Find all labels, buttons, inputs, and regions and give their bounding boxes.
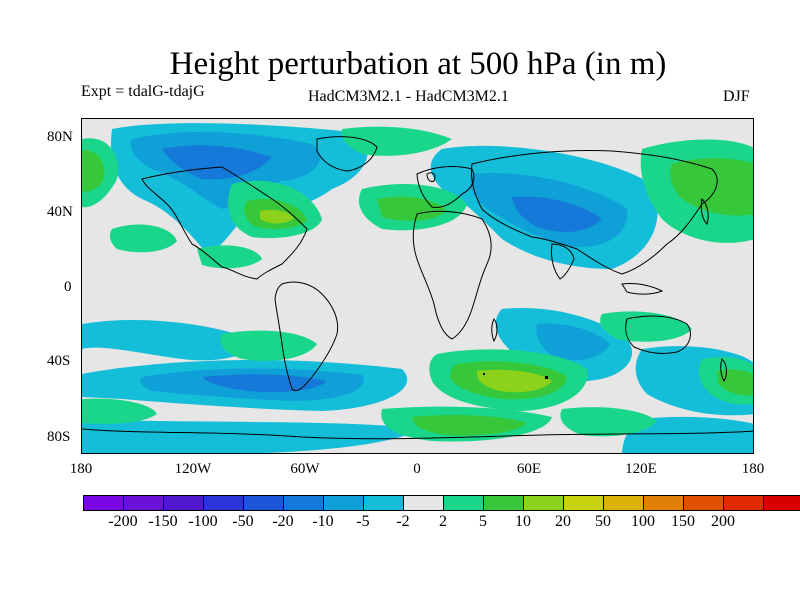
colorbar-swatch — [684, 496, 724, 510]
colorbar-tick-label: 50 — [595, 513, 611, 530]
contour-south-atlantic-pos-inner — [476, 369, 552, 393]
colorbar-tick-label: -2 — [396, 513, 410, 530]
colorbar-tick-label: -5 — [356, 513, 370, 530]
colorbar-swatch — [364, 496, 404, 510]
colorbar-swatch — [404, 496, 444, 510]
colorbar-swatch — [764, 496, 800, 510]
lat-label-80n: 80N — [47, 129, 73, 145]
colorbar-tick-label: 200 — [711, 513, 735, 530]
lat-label-0: 0 — [64, 279, 72, 295]
contour-antarctic-east-neg — [622, 416, 753, 453]
coastline-africa — [412, 210, 492, 340]
contour-east-asia-pos-core — [670, 158, 753, 216]
colorbar-swatch — [484, 496, 524, 510]
experiment-label: Expt = tdalG-tdajG — [81, 83, 205, 100]
colorbar-swatch — [284, 496, 324, 510]
contour-fields — [82, 123, 753, 453]
colorbar-tick-label: 150 — [671, 513, 695, 530]
lon-label-60e: 60E — [516, 461, 542, 477]
colorbar-swatch — [644, 496, 684, 510]
plot-title: Height perturbation at 500 hPa (in m) — [169, 46, 667, 82]
contour-atlantic-pos-core — [377, 196, 447, 221]
colorbar-swatch — [124, 496, 164, 510]
contour-west-pacific-pos-core — [82, 150, 105, 192]
contour-southern-indian-pos — [560, 407, 657, 437]
colorbar-swatch — [524, 496, 564, 510]
colorbar-swatch — [204, 496, 244, 510]
coastline-greenland — [316, 136, 378, 172]
coastline-madagascar — [491, 318, 498, 343]
colorbar-tick-label: -150 — [148, 513, 178, 530]
contour-antarctic-pos-core — [412, 415, 527, 436]
lat-label-80s: 80S — [47, 429, 71, 445]
season-label: DJF — [723, 88, 750, 105]
coastline-europe — [416, 166, 475, 208]
coastline-asia — [471, 150, 718, 275]
contour-southern-ocean-neg-inner — [202, 374, 327, 393]
colorbar-tick-label: 100 — [631, 513, 655, 530]
colorbar-tick-label: 5 — [479, 513, 487, 530]
lat-label-40s: 40S — [47, 353, 71, 369]
contour-eastern-us-pos-inner — [260, 209, 294, 224]
world-map-panel — [81, 118, 754, 454]
coastline-antarctica — [82, 428, 753, 440]
contour-australia-pos — [600, 311, 692, 342]
contour-eurasia-neg-inner — [512, 196, 602, 232]
colorbar-swatch — [84, 496, 124, 510]
colorbar-tick-label: -200 — [108, 513, 138, 530]
colorbar — [83, 495, 800, 511]
coastline-uk — [426, 172, 436, 182]
colorbar-swatch — [444, 496, 484, 510]
anomaly-extrema — [483, 373, 548, 379]
contour-north-america-neg-inner — [162, 145, 272, 180]
colorbar-swatch — [164, 496, 204, 510]
colorbar-tick-label: 20 — [555, 513, 571, 530]
colorbar-tick-label: -20 — [272, 513, 294, 530]
contour-north-pacific-pos — [197, 245, 262, 269]
coastline-japan — [700, 197, 709, 225]
colorbar-swatch — [324, 496, 364, 510]
lon-label-60w: 60W — [290, 461, 320, 477]
colorbar-swatch — [724, 496, 764, 510]
colorbar-swatch — [244, 496, 284, 510]
coastline-india — [551, 243, 575, 280]
models-label: HadCM3M2.1 - HadCM3M2.1 — [308, 88, 509, 105]
colorbar-tick-label: -10 — [312, 513, 334, 530]
lon-label-180-west: 180 — [69, 461, 93, 477]
coastline-australia — [625, 315, 691, 354]
colorbar-tick-label: 10 — [515, 513, 531, 530]
contour-south-pacific-pos — [220, 330, 317, 361]
lon-label-120e: 120E — [625, 461, 657, 477]
colorbar-swatch — [564, 496, 604, 510]
extremum-marker — [483, 373, 485, 375]
colorbar-swatch — [604, 496, 644, 510]
lat-label-40n: 40N — [47, 204, 73, 220]
extremum-marker — [545, 376, 548, 379]
coastline-new-zealand — [720, 358, 727, 383]
contour-south-pacific-neg — [82, 319, 253, 361]
colorbar-tick-label: 2 — [439, 513, 447, 530]
contour-map-canvas — [82, 123, 753, 453]
contour-arctic-pos — [341, 126, 452, 156]
contour-antarctic-neg — [82, 419, 422, 453]
lon-label-0: 0 — [413, 461, 421, 477]
lon-label-120w: 120W — [174, 461, 212, 477]
coastline-south-america — [274, 281, 339, 392]
coastline-indonesia — [621, 283, 664, 295]
colorbar-tick-label: -100 — [188, 513, 218, 530]
coastlines — [82, 136, 753, 440]
colorbar-tick-label: -50 — [232, 513, 254, 530]
coastline-north-america — [141, 166, 308, 280]
contour-south-pacific-west-pos — [82, 398, 157, 424]
contour-indian-ocean-neg-core — [536, 323, 610, 361]
lon-label-180-east: 180 — [741, 461, 765, 477]
contour-central-pacific-pos — [109, 224, 177, 253]
